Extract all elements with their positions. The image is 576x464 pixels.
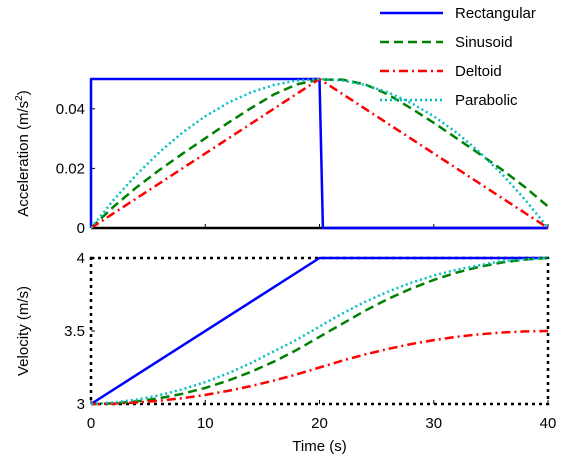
x-tick-label: 20 bbox=[311, 415, 328, 432]
x-axis-label: Time (s) bbox=[292, 438, 346, 455]
series-line-deltoid bbox=[90, 329, 549, 406]
velocity-panel: 0 10 20 30 40 3 3.5 4 Velocity (m/s) Time (s) bbox=[15, 250, 556, 455]
legend-label-rectangular: Rectangular bbox=[455, 5, 536, 22]
y-tick-label: 4 bbox=[77, 250, 85, 267]
x-tick-label: 40 bbox=[540, 415, 557, 432]
plot-frame bbox=[89, 256, 550, 406]
y-axis-label-superscript: 2 bbox=[14, 95, 25, 101]
y-axis-label-text: Acceleration (m/s bbox=[15, 101, 32, 217]
x-tick-label: 10 bbox=[197, 415, 214, 432]
legend-label-deltoid: Deltoid bbox=[455, 63, 502, 80]
legend-label-parabolic: Parabolic bbox=[455, 92, 518, 109]
x-tick-label: 30 bbox=[425, 415, 442, 432]
y-axis-label: Velocity (m/s) bbox=[15, 286, 32, 376]
legend: Rectangular Sinusoid Deltoid Parabolic bbox=[380, 5, 536, 109]
acceleration-panel: 0 0.02 0.04 Acceleration (m/s2) bbox=[14, 77, 549, 237]
y-axis-label: Acceleration (m/s2) bbox=[14, 90, 32, 216]
y-tick-label: 0.02 bbox=[56, 160, 85, 177]
series-line-sinusoid bbox=[90, 78, 549, 229]
y-tick-label: 0 bbox=[77, 220, 85, 237]
series-line-rectangular bbox=[90, 256, 548, 406]
series-line-sinusoid bbox=[90, 256, 549, 406]
y-tick-label: 3 bbox=[77, 396, 85, 413]
y-axis-label-text: Velocity (m/s) bbox=[15, 286, 32, 376]
series-line-parabolic bbox=[90, 256, 549, 406]
x-tick-label: 0 bbox=[87, 415, 95, 432]
y-axis-label-close: ) bbox=[15, 90, 32, 95]
series-line-deltoid bbox=[90, 77, 549, 230]
legend-label-sinusoid: Sinusoid bbox=[455, 34, 513, 51]
y-tick-label: 0.04 bbox=[56, 101, 85, 118]
y-tick-label: 3.5 bbox=[64, 323, 85, 340]
